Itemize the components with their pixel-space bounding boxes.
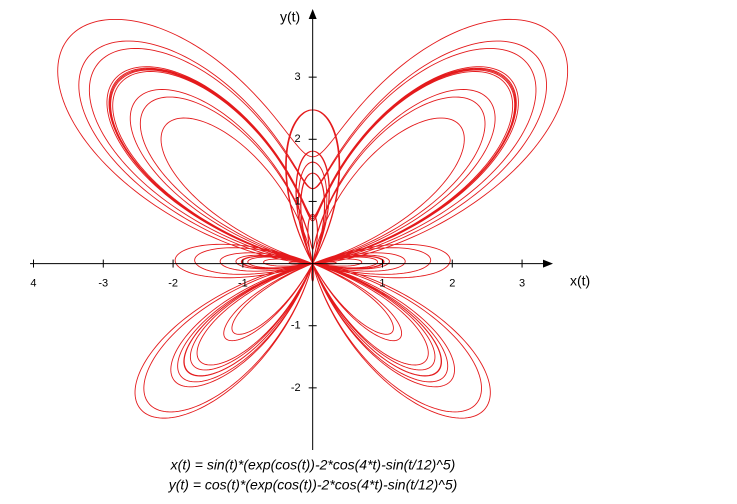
y-tick-label: -1 xyxy=(291,320,301,332)
x-tick-label: 2 xyxy=(449,277,455,289)
y-tick-label: 1 xyxy=(295,195,301,207)
x-tick-label: 1 xyxy=(379,277,385,289)
x-tick-label: 4 xyxy=(30,277,36,289)
y-tick-label: -2 xyxy=(291,382,301,394)
x-tick-label: 3 xyxy=(519,277,525,289)
x-tick-label: -1 xyxy=(238,277,248,289)
x-formula: x(t) = sin(t)*(exp(cos(t))-2*cos(4*t)-si… xyxy=(170,457,456,473)
x-tick-label: -3 xyxy=(98,277,108,289)
x-axis-label: x(t) xyxy=(570,273,590,289)
y-tick-label: 3 xyxy=(295,71,301,83)
x-axis-arrow xyxy=(543,259,553,268)
y-axis-arrow xyxy=(308,9,317,19)
y-tick-label: 2 xyxy=(295,133,301,145)
y-axis-label: y(t) xyxy=(280,9,300,25)
x-tick-label: -2 xyxy=(168,277,178,289)
y-formula: y(t) = cos(t)*(exp(cos(t))-2*cos(4*t)-si… xyxy=(168,477,458,493)
